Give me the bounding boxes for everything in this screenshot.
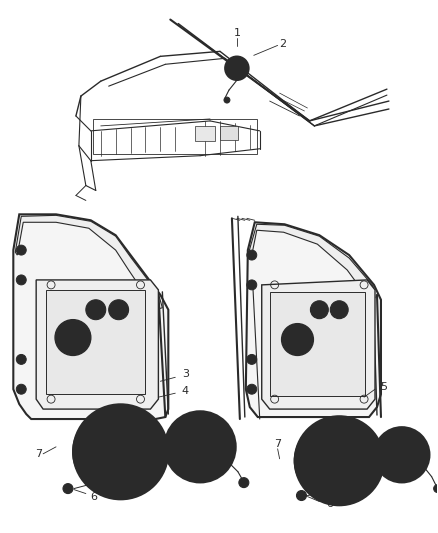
Text: 6: 6 xyxy=(90,491,97,502)
Circle shape xyxy=(111,442,131,462)
Bar xyxy=(46,290,145,394)
Text: 2: 2 xyxy=(279,39,287,50)
Circle shape xyxy=(193,440,207,454)
Circle shape xyxy=(103,434,138,470)
Circle shape xyxy=(79,410,162,494)
Circle shape xyxy=(393,446,411,464)
Circle shape xyxy=(387,440,417,470)
Bar xyxy=(195,126,215,141)
Circle shape xyxy=(180,427,220,467)
Circle shape xyxy=(294,336,300,343)
Circle shape xyxy=(164,411,236,482)
Circle shape xyxy=(116,447,126,457)
Circle shape xyxy=(297,490,307,500)
Circle shape xyxy=(16,245,26,255)
Circle shape xyxy=(307,429,371,492)
Circle shape xyxy=(239,478,249,488)
Circle shape xyxy=(380,433,424,477)
Text: 1: 1 xyxy=(233,28,240,38)
Text: 7: 7 xyxy=(274,439,281,449)
Text: 5: 5 xyxy=(381,382,388,392)
Circle shape xyxy=(311,301,328,319)
Polygon shape xyxy=(13,214,168,419)
Bar xyxy=(220,126,238,140)
Circle shape xyxy=(225,56,249,80)
Polygon shape xyxy=(15,215,162,310)
Circle shape xyxy=(16,384,26,394)
Circle shape xyxy=(86,417,155,487)
Circle shape xyxy=(247,354,257,365)
Circle shape xyxy=(63,483,73,494)
Polygon shape xyxy=(36,280,159,409)
Circle shape xyxy=(197,444,203,450)
Text: 3: 3 xyxy=(182,369,189,379)
Circle shape xyxy=(294,416,384,505)
Circle shape xyxy=(331,453,347,469)
Circle shape xyxy=(324,446,354,475)
Circle shape xyxy=(70,335,76,341)
Circle shape xyxy=(187,434,213,460)
Circle shape xyxy=(247,280,257,290)
Circle shape xyxy=(232,63,242,73)
Bar xyxy=(93,119,257,154)
Circle shape xyxy=(374,427,430,482)
Circle shape xyxy=(109,300,129,320)
Text: 6: 6 xyxy=(326,499,333,510)
Circle shape xyxy=(172,419,228,475)
Circle shape xyxy=(316,438,362,483)
Circle shape xyxy=(300,422,378,499)
Circle shape xyxy=(86,300,106,320)
Circle shape xyxy=(55,320,91,356)
Circle shape xyxy=(224,97,230,103)
Polygon shape xyxy=(249,224,375,300)
Circle shape xyxy=(247,250,257,260)
Polygon shape xyxy=(246,222,381,417)
Text: 7: 7 xyxy=(35,449,43,459)
Circle shape xyxy=(16,275,26,285)
Polygon shape xyxy=(262,280,375,409)
Bar xyxy=(270,292,365,396)
Circle shape xyxy=(73,404,168,499)
Circle shape xyxy=(330,301,348,319)
Circle shape xyxy=(95,426,146,478)
Circle shape xyxy=(247,384,257,394)
Circle shape xyxy=(434,484,438,492)
Circle shape xyxy=(282,324,314,356)
Circle shape xyxy=(398,451,406,459)
Circle shape xyxy=(16,354,26,365)
Text: 4: 4 xyxy=(182,386,189,396)
